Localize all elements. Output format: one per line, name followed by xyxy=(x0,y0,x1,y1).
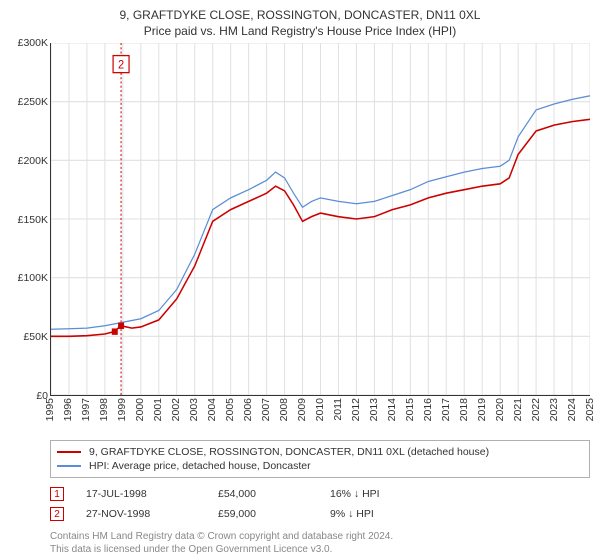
title-block: 9, GRAFTDYKE CLOSE, ROSSINGTON, DONCASTE… xyxy=(10,8,590,38)
x-tick-label: 2003 xyxy=(188,398,200,421)
chart-svg: 2 xyxy=(51,43,590,395)
x-tick-label: 2017 xyxy=(440,398,452,421)
x-tick-label: 2000 xyxy=(134,398,146,421)
x-tick-label: 2010 xyxy=(314,398,326,421)
svg-text:2: 2 xyxy=(118,59,124,71)
footer-line: This data is licensed under the Open Gov… xyxy=(50,543,590,556)
x-tick-label: 1996 xyxy=(62,398,74,421)
footer-attribution: Contains HM Land Registry data © Crown c… xyxy=(50,530,590,556)
y-tick-label: £300K xyxy=(18,37,48,49)
chart-subtitle: Price paid vs. HM Land Registry's House … xyxy=(10,24,590,38)
legend-item: 9, GRAFTDYKE CLOSE, ROSSINGTON, DONCASTE… xyxy=(57,445,583,459)
x-tick-label: 1997 xyxy=(80,398,92,421)
y-tick-label: £200K xyxy=(18,155,48,167)
x-tick-label: 2018 xyxy=(458,398,470,421)
chart-title: 9, GRAFTDYKE CLOSE, ROSSINGTON, DONCASTE… xyxy=(10,8,590,22)
transaction-marker: 1 xyxy=(50,487,64,501)
legend-label: HPI: Average price, detached house, Donc… xyxy=(89,460,311,472)
transaction-price: £54,000 xyxy=(218,488,308,500)
x-tick-label: 1999 xyxy=(116,398,128,421)
x-tick-label: 2009 xyxy=(296,398,308,421)
x-tick-label: 1995 xyxy=(44,398,56,421)
legend-swatch xyxy=(57,451,81,453)
transaction-date: 17-JUL-1998 xyxy=(86,488,196,500)
transaction-row: 2 27-NOV-1998 £59,000 9% ↓ HPI xyxy=(50,504,590,524)
legend-item: HPI: Average price, detached house, Donc… xyxy=(57,459,583,473)
x-tick-label: 2005 xyxy=(224,398,236,421)
x-tick-label: 2021 xyxy=(512,398,524,421)
x-tick-label: 2002 xyxy=(170,398,182,421)
legend-label: 9, GRAFTDYKE CLOSE, ROSSINGTON, DONCASTE… xyxy=(89,446,489,458)
transaction-marker: 2 xyxy=(50,507,64,521)
x-tick-label: 2001 xyxy=(152,398,164,421)
x-tick-label: 2006 xyxy=(242,398,254,421)
y-tick-label: £50K xyxy=(23,331,48,343)
x-tick-label: 2016 xyxy=(422,398,434,421)
x-tick-label: 2014 xyxy=(386,398,398,421)
x-tick-label: 2020 xyxy=(494,398,506,421)
x-tick-label: 2007 xyxy=(260,398,272,421)
x-tick-label: 2024 xyxy=(566,398,578,421)
chart-area: £0£50K£100K£150K£200K£250K£300K 2 xyxy=(10,43,590,396)
x-tick-label: 2025 xyxy=(584,398,596,421)
plot-area: 2 xyxy=(50,43,590,396)
transaction-date: 27-NOV-1998 xyxy=(86,508,196,520)
legend: 9, GRAFTDYKE CLOSE, ROSSINGTON, DONCASTE… xyxy=(50,440,590,478)
x-tick-label: 2012 xyxy=(350,398,362,421)
transaction-row: 1 17-JUL-1998 £54,000 16% ↓ HPI xyxy=(50,484,590,504)
y-tick-label: £250K xyxy=(18,96,48,108)
x-tick-label: 2023 xyxy=(548,398,560,421)
footer-line: Contains HM Land Registry data © Crown c… xyxy=(50,530,590,543)
x-tick-label: 2013 xyxy=(368,398,380,421)
x-tick-label: 2015 xyxy=(404,398,416,421)
x-tick-label: 2022 xyxy=(530,398,542,421)
legend-swatch xyxy=(57,465,81,467)
transaction-price: £59,000 xyxy=(218,508,308,520)
x-tick-label: 2011 xyxy=(332,398,344,421)
x-axis: 1995199619971998199920002001200220032004… xyxy=(50,396,590,436)
transactions: 1 17-JUL-1998 £54,000 16% ↓ HPI 2 27-NOV… xyxy=(50,484,590,524)
transaction-hpi-diff: 9% ↓ HPI xyxy=(330,508,374,520)
x-tick-label: 2019 xyxy=(476,398,488,421)
x-tick-label: 1998 xyxy=(98,398,110,421)
x-tick-label: 2004 xyxy=(206,398,218,421)
x-tick-label: 2008 xyxy=(278,398,290,421)
y-axis: £0£50K£100K£150K£200K£250K£300K xyxy=(10,43,50,396)
y-tick-label: £100K xyxy=(18,272,48,284)
transaction-hpi-diff: 16% ↓ HPI xyxy=(330,488,380,500)
chart-container: 9, GRAFTDYKE CLOSE, ROSSINGTON, DONCASTE… xyxy=(0,0,600,560)
y-tick-label: £150K xyxy=(18,214,48,226)
